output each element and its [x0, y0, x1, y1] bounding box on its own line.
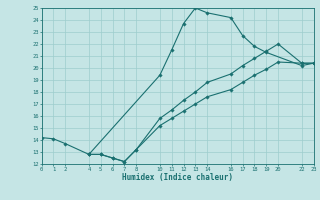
X-axis label: Humidex (Indice chaleur): Humidex (Indice chaleur): [122, 173, 233, 182]
